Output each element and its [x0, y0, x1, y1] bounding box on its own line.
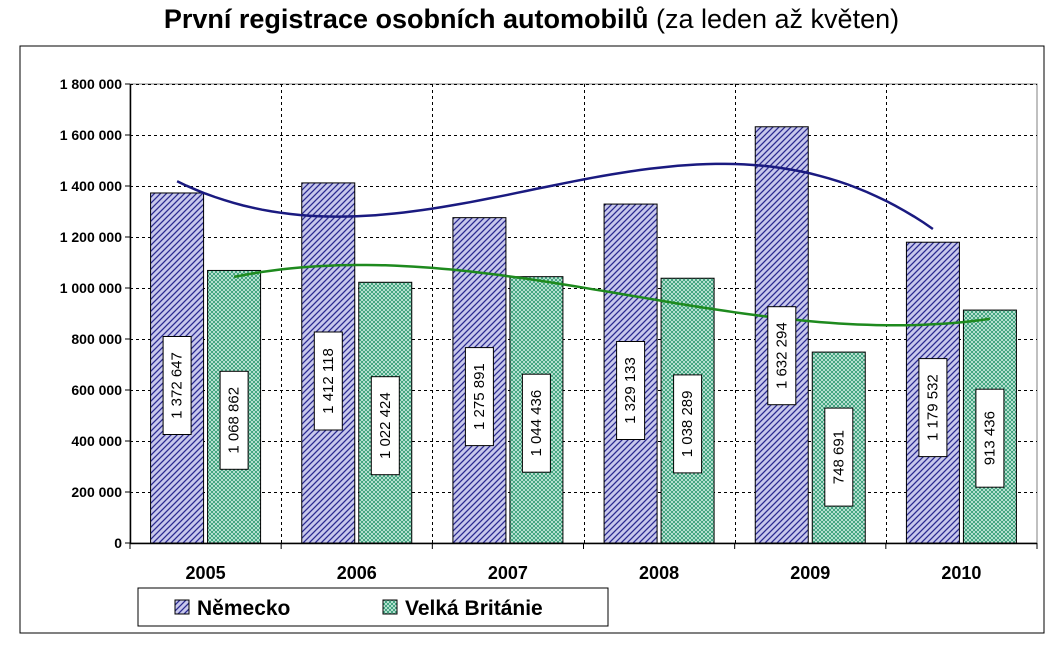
- chart-title: První registrace osobních automobilů (za…: [0, 4, 1063, 35]
- data-label-text: 1 022 424: [377, 392, 394, 459]
- y-tick-label: 200 000: [71, 484, 122, 500]
- y-tick-label: 400 000: [71, 433, 122, 449]
- data-label-text: 748 691: [830, 430, 847, 484]
- x-tick-label: 2009: [790, 563, 830, 583]
- legend-swatch-nemecko: [174, 599, 190, 615]
- data-label-text: 1 329 133: [622, 357, 639, 424]
- data-label-nemecko-2007: 1 275 891: [464, 347, 494, 447]
- data-label-text: 1 275 891: [471, 363, 488, 430]
- trendline-nemecko: [176, 162, 934, 231]
- data-label-box: [219, 370, 249, 470]
- y-tick-label: 0: [114, 535, 122, 551]
- y-tick-label: 600 000: [71, 382, 122, 398]
- data-label-box: [673, 374, 703, 474]
- y-tick-label: 1 200 000: [60, 229, 122, 245]
- data-label-velka-britanie-2005: 1 068 862: [219, 370, 249, 470]
- data-label-text: 1 044 436: [528, 390, 545, 457]
- data-label-text: 1 412 118: [320, 348, 337, 414]
- data-label-nemecko-2006: 1 412 118: [313, 331, 343, 431]
- data-label-velka-britanie-2007: 1 044 436: [521, 373, 551, 473]
- data-labels: 1 372 647 1 068 862 1 412 118 1 022 424 1 27…: [162, 306, 1005, 507]
- data-label-text: 1 372 647: [169, 352, 186, 419]
- data-label-box: [918, 358, 948, 458]
- legend-label-velka-britanie: Velká Británie: [405, 597, 543, 620]
- data-label-nemecko-2008: 1 329 133: [616, 341, 646, 440]
- chart-title-suffix: (za leden až květen): [648, 4, 900, 34]
- data-label-box: [616, 341, 646, 440]
- chart-title-main: První registrace osobních automobilů: [163, 4, 649, 34]
- data-label-box: [162, 336, 192, 435]
- legend-swatch-velka-britanie: [382, 599, 398, 615]
- data-label-box: [370, 376, 400, 476]
- data-label-text: 1 068 862: [226, 387, 243, 454]
- data-label-box: [824, 407, 854, 507]
- data-label-nemecko-2010: 1 179 532: [918, 358, 948, 458]
- trendlines: [176, 162, 991, 327]
- axes: 0 200 000 400 000 600 000 800 000 1 000 000 1 …: [60, 76, 1038, 583]
- plot-area: [129, 83, 1038, 544]
- data-label-nemecko-2005: 1 372 647: [162, 336, 192, 435]
- data-label-box: [975, 388, 1005, 488]
- grid: [129, 83, 1038, 544]
- legend-box: [137, 587, 609, 627]
- trendline-velka-britanie: [233, 263, 991, 327]
- data-label-velka-britanie-2008: 1 038 289: [673, 374, 703, 474]
- data-label-box: [767, 306, 797, 406]
- data-label-velka-britanie-2010: 913 436: [975, 388, 1005, 488]
- y-tick-label: 800 000: [71, 331, 122, 347]
- y-tick-label: 1 000 000: [60, 280, 122, 296]
- legend-label-nemecko: Německo: [197, 597, 290, 620]
- data-label-text: 1 632 294: [773, 322, 790, 389]
- y-tick-label: 1 800 000: [60, 76, 122, 92]
- data-label-text: 1 179 532: [924, 374, 941, 441]
- data-label-box: [521, 373, 551, 473]
- x-tick-label: 2010: [941, 563, 981, 583]
- data-label-box: [464, 347, 494, 447]
- y-tick-label: 1 600 000: [60, 127, 122, 143]
- data-label-text: 913 436: [981, 411, 998, 465]
- x-tick-label: 2005: [186, 563, 226, 583]
- data-label-text: 1 038 289: [679, 391, 696, 458]
- data-label-nemecko-2009: 1 632 294: [767, 306, 797, 406]
- legend: Německo Velká Británie: [137, 587, 609, 627]
- data-label-velka-britanie-2006: 1 022 424: [370, 376, 400, 476]
- x-tick-label: 2007: [488, 563, 528, 583]
- x-tick-label: 2008: [639, 563, 679, 583]
- data-label-box: [313, 331, 343, 431]
- data-label-velka-britanie-2009: 748 691: [824, 407, 854, 507]
- x-tick-label: 2006: [337, 563, 377, 583]
- y-tick-label: 1 400 000: [60, 178, 122, 194]
